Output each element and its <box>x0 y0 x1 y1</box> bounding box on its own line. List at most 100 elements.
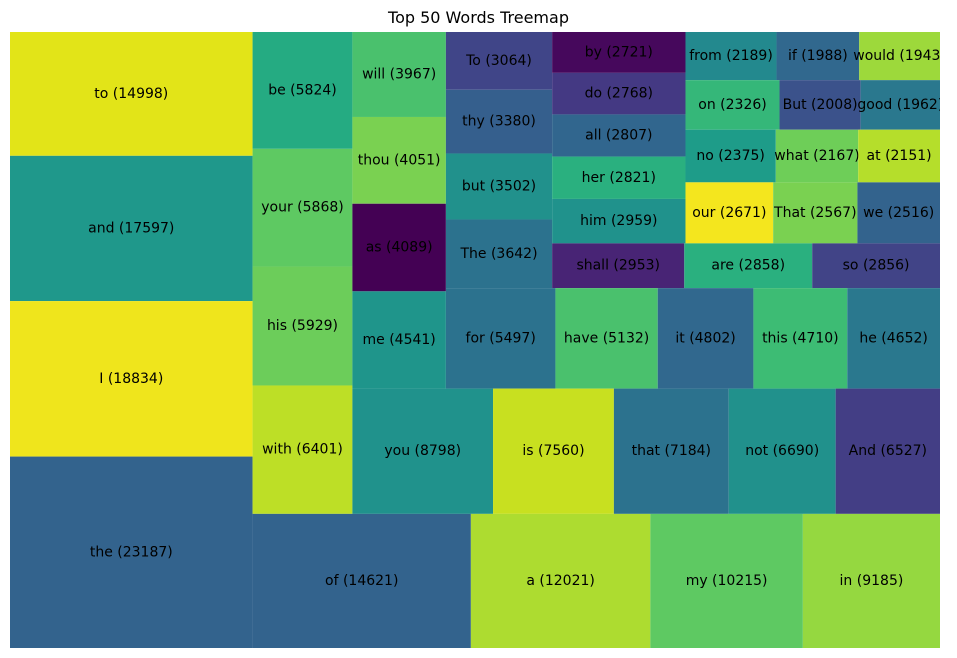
treemap-rect-are <box>684 243 813 289</box>
treemap-chart: to (14998) and (17597) I (18834) the (23187… <box>10 32 940 648</box>
treemap-label-is: is (7560) <box>522 443 584 459</box>
treemap-label-of: of (14621) <box>325 573 398 589</box>
treemap-rect-my <box>650 513 803 648</box>
treemap-label-to: to (14998) <box>94 86 168 102</box>
treemap-cell-him: him (2959) <box>552 198 686 244</box>
treemap-label-me: me (4541) <box>363 332 436 348</box>
treemap-label-no: no (2375) <box>696 148 764 164</box>
treemap-cell-if: if (1988) <box>776 32 860 81</box>
treemap-label-this: this (4710) <box>762 330 839 346</box>
treemap-rect-would <box>859 32 940 81</box>
treemap-rect-all <box>552 114 686 157</box>
treemap-rect-do <box>552 72 686 115</box>
treemap-cell-have: have (5132) <box>555 288 658 389</box>
treemap-label-so: so (2856) <box>843 258 910 274</box>
treemap-cell-no: no (2375) <box>685 129 776 183</box>
treemap-label-thou: thou (4051) <box>358 152 441 168</box>
treemap-rect-his <box>252 266 353 386</box>
treemap-rect-we <box>857 182 940 244</box>
treemap-rect-not <box>728 388 836 514</box>
treemap-rect-he <box>847 288 940 389</box>
treemap-rect-and <box>835 388 940 514</box>
treemap-cell-the: the (23187) <box>10 456 253 648</box>
treemap-cell-on: on (2326) <box>685 80 780 130</box>
treemap-rect-good <box>860 80 940 130</box>
treemap-rect-and <box>10 155 253 302</box>
treemap-cell-a: a (12021) <box>470 513 651 648</box>
treemap-rect-thy <box>445 89 553 154</box>
treemap-cell-at: at (2151) <box>858 129 940 183</box>
treemap-cell-thy: thy (3380) <box>445 89 553 154</box>
treemap-label-he: he (4652) <box>859 330 928 346</box>
treemap-cell-and: And (6527) <box>835 388 940 514</box>
treemap-cell-me: me (4541) <box>352 291 446 389</box>
treemap-cell-so: so (2856) <box>812 243 940 289</box>
treemap-cell-thou: thou (4051) <box>352 116 446 204</box>
treemap-label-a: a (12021) <box>526 573 595 589</box>
treemap-label-will: will (3967) <box>362 66 436 82</box>
treemap-rect-for <box>445 288 556 389</box>
treemap-label-are: are (2858) <box>711 258 785 274</box>
treemap-cell-by: by (2721) <box>552 32 686 73</box>
treemap-cell-you: you (8798) <box>352 388 494 514</box>
treemap-cell-for: for (5497) <box>445 288 556 389</box>
treemap-label-as: as (4089) <box>366 240 433 256</box>
treemap-cell-in: in (9185) <box>802 513 940 648</box>
treemap-cell-not: not (6690) <box>728 388 836 514</box>
treemap-rect-is <box>493 388 614 514</box>
treemap-rect-the <box>445 219 553 289</box>
treemap-cell-this: this (4710) <box>753 288 848 389</box>
treemap-label-your: your (5868) <box>261 200 343 216</box>
treemap-cell-your: your (5868) <box>252 148 353 267</box>
treemap-label-with: with (6401) <box>262 442 343 458</box>
treemap-label-but: But (2008) <box>783 97 858 113</box>
chart-title: Top 50 Words Treemap <box>388 8 569 27</box>
treemap-rect-but <box>779 80 861 130</box>
treemap-cell-would: would (1943) <box>853 32 940 81</box>
treemap-cell-as: as (4089) <box>352 203 446 292</box>
treemap-label-all: all (2807) <box>585 128 652 144</box>
treemap-cell-and: and (17597) <box>10 155 253 302</box>
treemap-rect-in <box>802 513 940 648</box>
treemap-label-him: him (2959) <box>580 213 657 229</box>
treemap-rect-the <box>10 456 253 648</box>
treemap-rect-so <box>812 243 940 289</box>
treemap-rect-at <box>858 129 940 183</box>
treemap-cell-from: from (2189) <box>685 32 777 81</box>
treemap-label-the: the (23187) <box>90 544 173 560</box>
treemap-rect-be <box>252 32 353 149</box>
treemap-label-i: I (18834) <box>99 371 163 387</box>
treemap-rect-him <box>552 198 686 244</box>
treemap-label-thy: thy (3380) <box>462 114 536 130</box>
treemap-cell-do: do (2768) <box>552 72 686 115</box>
treemap-cell-shall: shall (2953) <box>552 243 685 289</box>
treemap-cell-my: my (10215) <box>650 513 803 648</box>
treemap-label-do: do (2768) <box>585 86 653 102</box>
treemap-label-on: on (2326) <box>698 97 766 113</box>
treemap-label-have: have (5132) <box>564 330 649 346</box>
treemap-cell-is: is (7560) <box>493 388 614 514</box>
treemap-label-that: that (7184) <box>632 443 711 459</box>
treemap-label-our: our (2671) <box>692 205 766 221</box>
treemap-rect-that <box>773 182 858 244</box>
treemap-cell-her: her (2821) <box>552 156 686 199</box>
treemap-cell-i: I (18834) <box>10 301 253 457</box>
treemap-cell-are: are (2858) <box>684 243 813 289</box>
treemap-cell-but: But (2008) <box>779 80 861 130</box>
treemap-label-not: not (6690) <box>745 443 819 459</box>
treemap-cell-but: but (3502) <box>445 153 553 220</box>
treemap-rect-on <box>685 80 780 130</box>
treemap-cell-to: To (3064) <box>445 32 553 90</box>
treemap-rect-a <box>470 513 651 648</box>
treemap-label-be: be (5824) <box>268 82 337 98</box>
treemap-label-and: And (6527) <box>849 443 927 459</box>
treemap-label-for: for (5497) <box>466 330 536 346</box>
treemap-cell-that: that (7184) <box>613 388 729 514</box>
treemap-cell-all: all (2807) <box>552 114 686 157</box>
treemap-rect-if <box>776 32 860 81</box>
treemap-label-by: by (2721) <box>585 44 653 60</box>
treemap-rect-have <box>555 288 658 389</box>
treemap-rect-no <box>685 129 776 183</box>
treemap-label-in: in (9185) <box>840 573 904 589</box>
treemap-label-you: you (8798) <box>384 443 461 459</box>
